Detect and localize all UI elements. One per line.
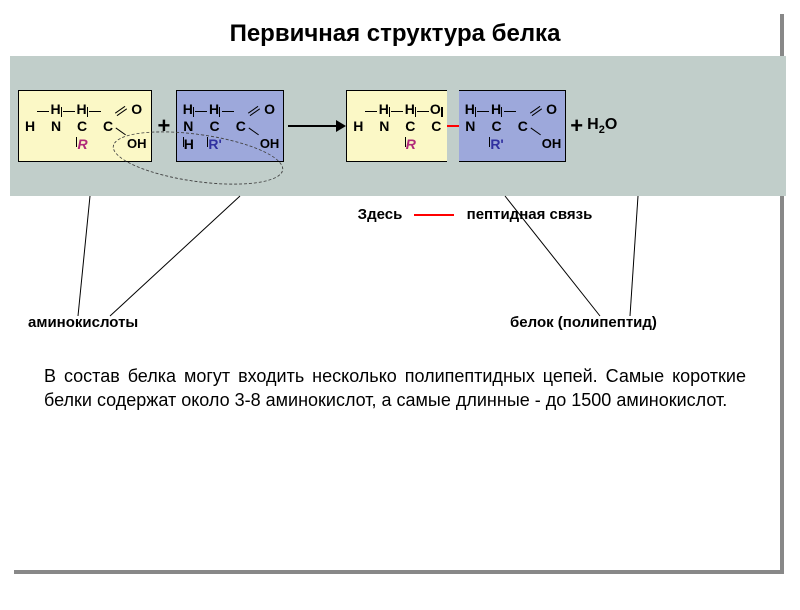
r-group-label: R' — [490, 137, 503, 152]
reactant-2-box: HNH HCR' C OOH — [176, 90, 284, 162]
product-left-box: H HN HCR OC — [346, 90, 447, 162]
body-text: В состав белка могут входить несколько п… — [10, 346, 780, 413]
plus-symbol: + — [570, 113, 583, 139]
peptide-bond — [447, 116, 459, 136]
callout-protein: белок (полипептид) — [510, 314, 657, 331]
peptide-bond-line-icon — [414, 214, 454, 216]
diagram-panel: Первичная структура белка H HN HCR C — [10, 10, 780, 570]
product-right-box: HN HCR' C OOH — [459, 90, 566, 162]
legend-row: Здесь пептидная связь — [10, 206, 780, 223]
arrow-icon — [286, 116, 346, 136]
amino-acid-structure: H HN HCR C OOH — [23, 101, 147, 153]
byproduct-water: H2O — [587, 116, 617, 136]
r-group-label: R — [406, 137, 416, 152]
r-group-label: R' — [208, 137, 221, 152]
r-group-label: R — [77, 137, 87, 152]
plus-symbol: + — [158, 113, 171, 139]
amino-acid-structure: HNH HCR' C OOH — [181, 101, 279, 153]
reactant-1-box: H HN HCR C OOH — [18, 90, 152, 162]
product-dipeptide: H HN HCR OC HN HCR' — [346, 90, 566, 162]
legend-label: пептидная связь — [467, 206, 593, 223]
callout-amino-acids: аминокислоты — [28, 314, 138, 331]
legend-prefix: Здесь — [358, 206, 403, 223]
reaction-row: H HN HCR C OOH + HNH — [10, 56, 786, 196]
reaction-band: H HN HCR C OOH + HNH — [10, 56, 780, 246]
page-title: Первичная структура белка — [10, 10, 780, 48]
